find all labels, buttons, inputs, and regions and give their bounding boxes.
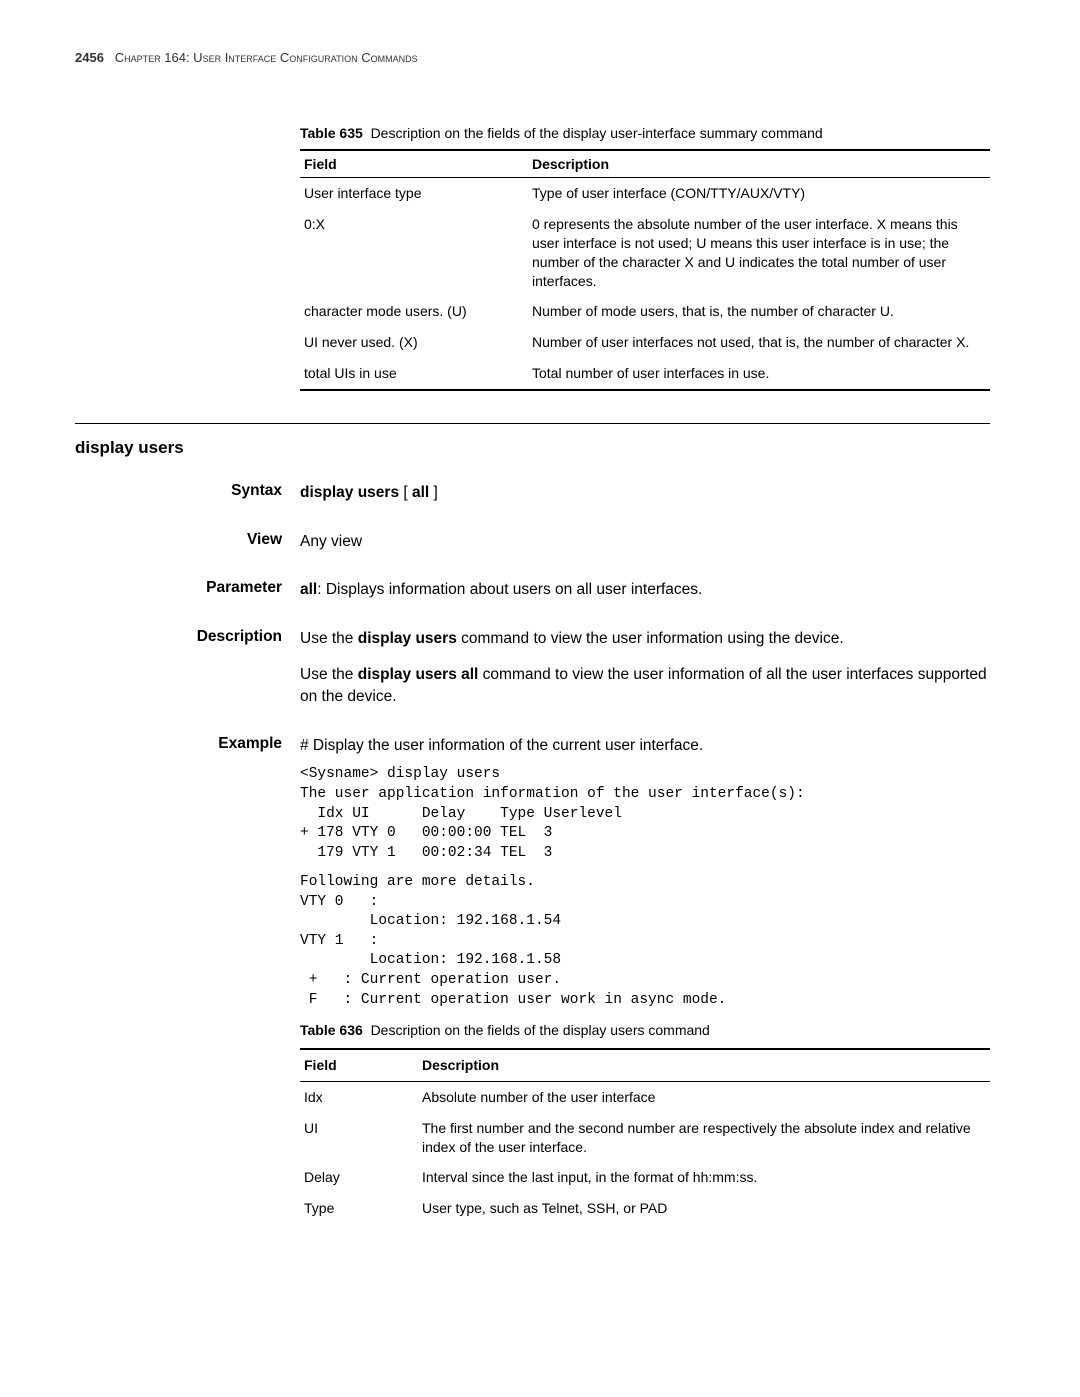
desc-p1-bold: display users	[358, 630, 457, 647]
cell-desc: Type of user interface (CON/TTY/AUX/VTY)	[528, 178, 990, 209]
description-value: Use the display users command to view th…	[300, 628, 990, 709]
table-row: total UIs in use Total number of user in…	[300, 358, 990, 390]
code-block-2: Following are more details. VTY 0 : Loca…	[300, 873, 990, 1010]
code-block-1: <Sysname> display users The user applica…	[300, 765, 990, 863]
syntax-cmd: display users	[300, 484, 399, 501]
cell-field: User interface type	[300, 178, 528, 209]
table-635-caption-text: Description on the fields of the display…	[371, 125, 823, 141]
desc-p2-bold: display users all	[358, 666, 479, 683]
view-value: Any view	[300, 531, 990, 553]
cell-field: UI never used. (X)	[300, 327, 528, 358]
syntax-text: [	[399, 484, 412, 501]
cell-desc: Number of user interfaces not used, that…	[528, 327, 990, 358]
cell-field: total UIs in use	[300, 358, 528, 390]
syntax-value: display users [ all ]	[300, 482, 990, 504]
table-row: Idx Absolute number of the user interfac…	[300, 1081, 990, 1112]
cell-desc: Interval since the last input, in the fo…	[418, 1162, 990, 1193]
param-bold: all	[300, 581, 317, 598]
table-635-caption: Table 635 Description on the fields of t…	[300, 125, 990, 141]
view-label: View	[75, 531, 300, 553]
table-636-label: Table 636	[300, 1022, 363, 1038]
table-row: 0:X 0 represents the absolute number of …	[300, 209, 990, 297]
syntax-arg: all	[412, 484, 429, 501]
page-number: 2456	[75, 50, 104, 65]
col-field: Field	[300, 150, 528, 178]
cell-field: Idx	[300, 1081, 418, 1112]
table-row: Type User type, such as Telnet, SSH, or …	[300, 1193, 990, 1224]
cell-field: Type	[300, 1193, 418, 1224]
cell-desc: Absolute number of the user interface	[418, 1081, 990, 1112]
cell-desc: Total number of user interfaces in use.	[528, 358, 990, 390]
cell-field: character mode users. (U)	[300, 296, 528, 327]
chapter-title: Chapter 164: User Interface Configuratio…	[115, 50, 418, 65]
col-description: Description	[528, 150, 990, 178]
cell-desc: User type, such as Telnet, SSH, or PAD	[418, 1193, 990, 1224]
table-636-caption: Table 636 Description on the fields of t…	[300, 1020, 990, 1040]
table-row: User interface type Type of user interfa…	[300, 178, 990, 209]
cell-field: Delay	[300, 1162, 418, 1193]
table-row: character mode users. (U) Number of mode…	[300, 296, 990, 327]
table-row: UI The first number and the second numbe…	[300, 1113, 990, 1163]
parameter-value: all: Displays information about users on…	[300, 579, 990, 601]
col-description: Description	[418, 1049, 990, 1081]
table-header-row: Field Description	[300, 150, 990, 178]
example-label: Example	[75, 735, 300, 1224]
parameter-label: Parameter	[75, 579, 300, 601]
syntax-label: Syntax	[75, 482, 300, 504]
cell-desc: Number of mode users, that is, the numbe…	[528, 296, 990, 327]
example-text: # Display the user information of the cu…	[300, 735, 990, 757]
description-label: Description	[75, 628, 300, 709]
desc-p1-pre: Use the	[300, 630, 358, 647]
desc-p1-post: command to view the user information usi…	[457, 630, 844, 647]
page-header: 2456 Chapter 164: User Interface Configu…	[75, 50, 990, 65]
cell-desc: 0 represents the absolute number of the …	[528, 209, 990, 297]
divider	[75, 423, 990, 424]
table-636-caption-text: Description on the fields of the display…	[371, 1022, 710, 1038]
cell-field: UI	[300, 1113, 418, 1163]
example-value: # Display the user information of the cu…	[300, 735, 990, 1224]
table-636: Field Description Idx Absolute number of…	[300, 1048, 990, 1224]
table-row: UI never used. (X) Number of user interf…	[300, 327, 990, 358]
table-header-row: Field Description	[300, 1049, 990, 1081]
table-row: Delay Interval since the last input, in …	[300, 1162, 990, 1193]
col-field: Field	[300, 1049, 418, 1081]
cell-desc: The first number and the second number a…	[418, 1113, 990, 1163]
param-text: : Displays information about users on al…	[317, 581, 702, 598]
table-635-label: Table 635	[300, 125, 363, 141]
section-title: display users	[75, 438, 990, 458]
table-635: Field Description User interface type Ty…	[300, 149, 990, 391]
desc-p2-pre: Use the	[300, 666, 358, 683]
cell-field: 0:X	[300, 209, 528, 297]
syntax-text2: ]	[429, 484, 438, 501]
